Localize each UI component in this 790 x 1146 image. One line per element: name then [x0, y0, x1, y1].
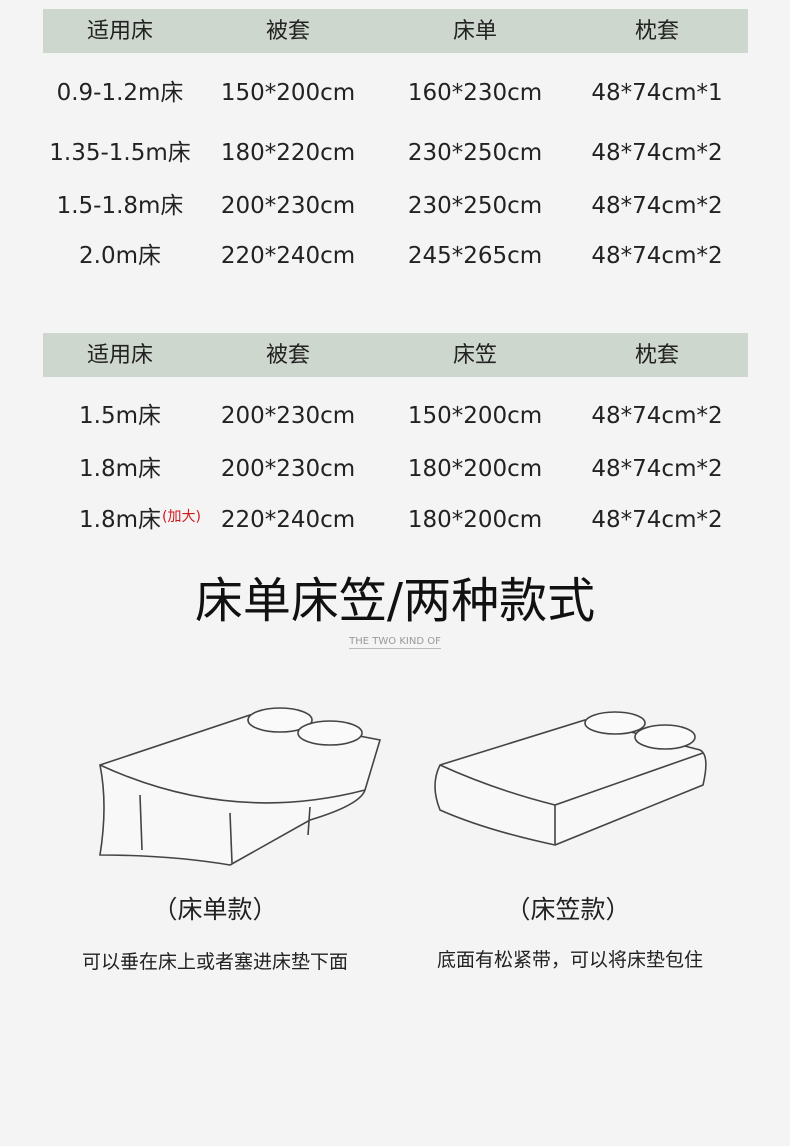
- cell-text: 48*74cm*2: [591, 456, 723, 482]
- table-cell: 1.35-1.5m床: [49, 139, 191, 167]
- table-cell: 150*200cm: [408, 402, 542, 430]
- cell-text: 230*250cm: [407, 193, 543, 219]
- oversize-note: (加大): [162, 509, 201, 525]
- section-title: 床单床笠/两种款式: [194, 573, 596, 629]
- table-cell: 2.0m床: [79, 242, 161, 270]
- column-header: 床单: [452, 19, 498, 44]
- cell-text: 200*230cm: [220, 403, 356, 429]
- cell-text: 48*74cm*1: [591, 80, 723, 106]
- column-header: 床笠: [452, 343, 498, 368]
- cell-text: 220*240cm: [220, 243, 356, 269]
- cell-text: 1.8m床: [79, 456, 161, 482]
- column-header: 枕套: [634, 19, 680, 44]
- table-cell: 220*240cm: [221, 506, 355, 534]
- column-header: 被套: [265, 19, 311, 44]
- cell-text: 1.5-1.8m床: [56, 193, 184, 219]
- table-cell: 220*240cm: [221, 242, 355, 270]
- table-cell: 230*250cm: [408, 139, 542, 167]
- column-header: 枕套: [634, 343, 680, 368]
- table-cell: 180*200cm: [408, 455, 542, 483]
- table-cell: 200*230cm: [221, 192, 355, 220]
- cell-text: 1.5m床: [79, 403, 161, 429]
- cell-text: 150*200cm: [220, 80, 356, 106]
- table2-header: [43, 333, 748, 377]
- cell-text: 230*250cm: [407, 140, 543, 166]
- table-cell: 48*74cm*2: [591, 402, 722, 430]
- table-cell: 200*230cm: [221, 402, 355, 430]
- cell-text: 180*200cm: [407, 456, 543, 482]
- cell-text: 1.8m床: [79, 507, 162, 533]
- column-header: 适用床: [86, 19, 154, 44]
- style-flat-sheet-desc: 可以垂在床上或者塞进床垫下面: [81, 951, 349, 973]
- cell-text: 245*265cm: [407, 243, 543, 269]
- table-cell: 200*230cm: [221, 455, 355, 483]
- cell-text: 48*74cm*2: [591, 140, 723, 166]
- table-cell: 1.5m床: [79, 402, 161, 430]
- table-cell: 1.8m床(加大): [79, 506, 201, 534]
- table-cell: 48*74cm*2: [591, 192, 722, 220]
- style-flat-sheet-name: （床单款）: [152, 895, 278, 924]
- cell-text: 0.9-1.2m床: [56, 80, 184, 106]
- table-cell: 180*200cm: [408, 506, 542, 534]
- table-cell: 48*74cm*1: [591, 79, 722, 107]
- cell-text: 220*240cm: [220, 507, 356, 533]
- table-cell: 0.9-1.2m床: [57, 79, 184, 107]
- table-cell: 48*74cm*2: [591, 242, 722, 270]
- column-header: 适用床: [86, 343, 154, 368]
- cell-text: 48*74cm*2: [591, 507, 723, 533]
- table-cell: 180*220cm: [221, 139, 355, 167]
- fitted-sheet-illustration: [434, 711, 707, 846]
- cell-text: 48*74cm*2: [591, 403, 723, 429]
- section-subtitle: THE TWO KIND OF: [349, 636, 441, 649]
- table-cell: 1.8m床: [79, 455, 161, 483]
- cell-text: 160*230cm: [407, 80, 543, 106]
- table1-header: [43, 9, 748, 53]
- column-header: 被套: [265, 343, 311, 368]
- cell-text: 200*230cm: [220, 456, 356, 482]
- style-fitted-sheet-name: （床笠款）: [505, 895, 631, 924]
- table-cell: 150*200cm: [221, 79, 355, 107]
- cell-text: 48*74cm*2: [591, 243, 723, 269]
- cell-text: 180*220cm: [220, 140, 356, 166]
- table-cell: 245*265cm: [408, 242, 542, 270]
- cell-text: 1.35-1.5m床: [49, 140, 191, 166]
- table-cell: 1.5-1.8m床: [57, 192, 184, 220]
- flat-sheet-illustration: [99, 707, 382, 866]
- cell-text: 150*200cm: [407, 403, 543, 429]
- cell-text: 180*200cm: [407, 507, 543, 533]
- table-cell: 48*74cm*2: [591, 506, 722, 534]
- table-cell: 48*74cm*2: [591, 139, 722, 167]
- cell-text: 48*74cm*2: [591, 193, 723, 219]
- cell-text: 2.0m床: [79, 243, 161, 269]
- style-fitted-sheet-desc: 底面有松紧带，可以将床垫包住: [436, 949, 704, 971]
- cell-text: 200*230cm: [220, 193, 356, 219]
- table-cell: 160*230cm: [408, 79, 542, 107]
- table-cell: 48*74cm*2: [591, 455, 722, 483]
- table-cell: 230*250cm: [408, 192, 542, 220]
